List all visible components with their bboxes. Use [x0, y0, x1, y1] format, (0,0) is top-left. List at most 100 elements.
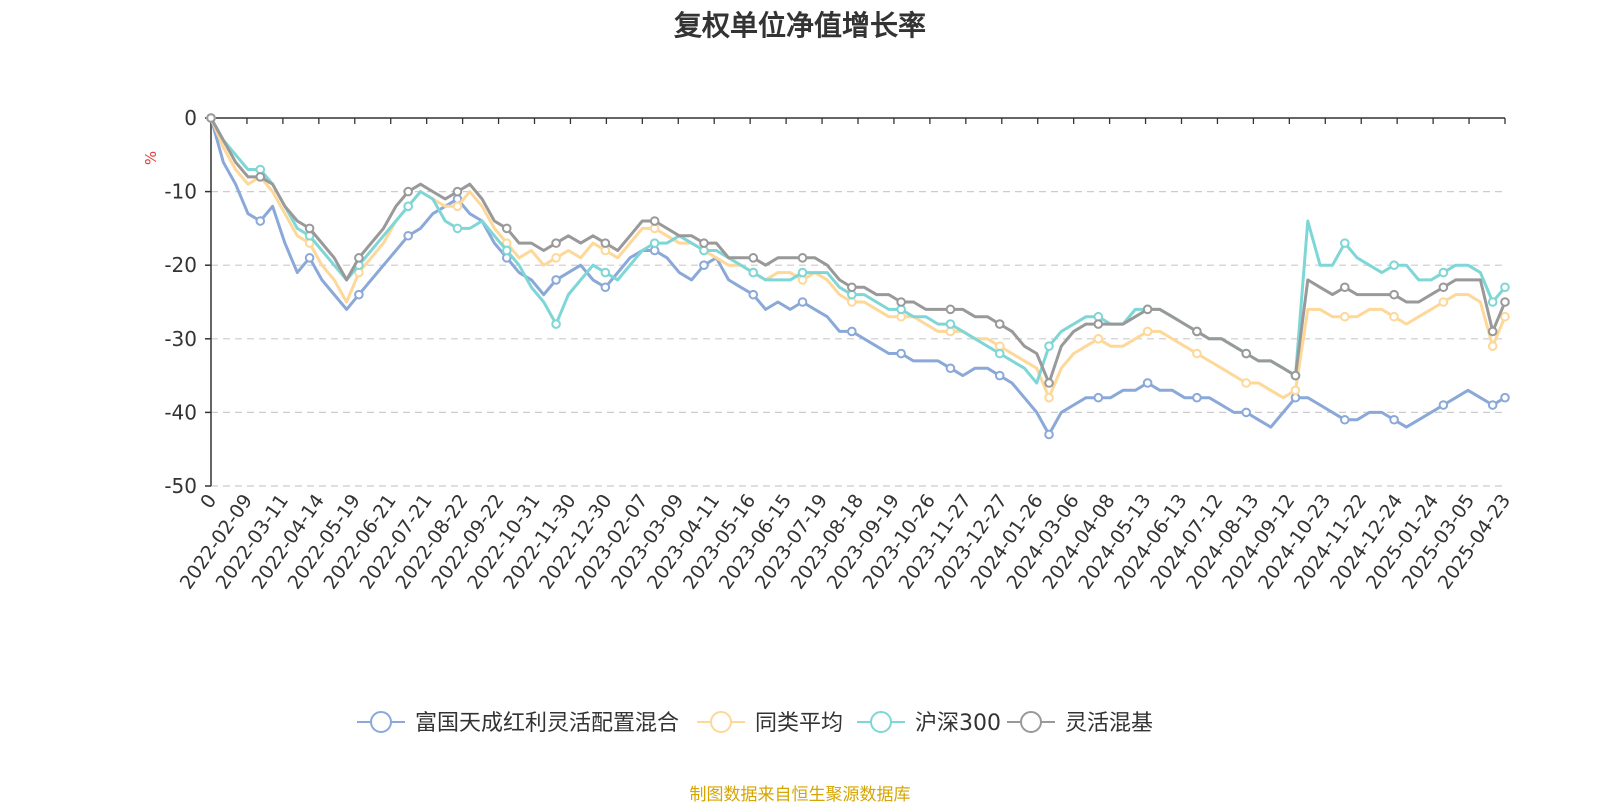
series-point-1 [1339, 311, 1350, 322]
series-point-3 [452, 186, 463, 197]
series-point-2 [1339, 238, 1350, 248]
series-point-0 [797, 297, 808, 307]
series-point-3 [1487, 326, 1498, 337]
series-point-0 [255, 216, 266, 226]
series-point-3 [1500, 297, 1510, 307]
series-point-3 [1192, 326, 1202, 337]
series-line-3 [209, 117, 1507, 385]
y-tick-label: -30 [164, 327, 197, 351]
series-point-1 [1500, 311, 1510, 322]
series-point-3 [1093, 319, 1104, 329]
series-point-2 [600, 267, 611, 278]
series-point-3 [1142, 304, 1153, 315]
series-point-0 [1339, 414, 1350, 425]
series-point-2 [501, 245, 512, 256]
series-point-2 [1500, 282, 1510, 293]
series-point-1 [1487, 341, 1498, 351]
series-point-0 [1500, 392, 1510, 403]
legend-label-3[interactable]: 灵活混基 [1065, 711, 1153, 736]
y-axis-unit: % [142, 151, 160, 165]
series-point-3 [896, 297, 906, 307]
series-point-0 [699, 260, 709, 271]
legend-marker-2[interactable] [870, 711, 892, 733]
series-point-2 [994, 348, 1005, 359]
series-point-0 [748, 289, 759, 300]
legend-label-0[interactable]: 富国天成红利灵活配置混合 [415, 711, 679, 736]
series-point-3 [551, 238, 561, 248]
series-point-0 [945, 363, 956, 374]
series-point-2 [797, 267, 808, 278]
series-point-3 [1438, 282, 1449, 293]
series-point-3 [1339, 282, 1350, 293]
series-line-2 [209, 117, 1507, 385]
series-point-2 [1438, 267, 1449, 278]
series-point-3 [649, 216, 660, 226]
series-point-1 [452, 201, 463, 212]
legend-marker-3[interactable] [1020, 711, 1042, 733]
series-point-2 [403, 201, 413, 212]
series-point-1 [1192, 348, 1202, 359]
series-point-0 [847, 326, 857, 337]
series-point-2 [1389, 260, 1399, 271]
source-note: 制图数据来自恒生聚源数据库 [689, 785, 911, 805]
series-point-2 [945, 319, 956, 329]
series-point-0 [354, 289, 364, 300]
line-chart: 0-10-20-30-40-50%02022-02-092022-03-1120… [142, 106, 1515, 736]
series-point-0 [1389, 414, 1399, 425]
series-point-2 [452, 223, 463, 234]
series-point-3 [1389, 289, 1399, 300]
series-point-1 [1241, 378, 1251, 388]
series-point-0 [551, 275, 561, 285]
legend-marker-0[interactable] [370, 711, 392, 733]
series-point-1 [1438, 297, 1449, 307]
series-point-0 [600, 282, 611, 293]
y-tick-label: -20 [164, 253, 197, 277]
series-point-3 [206, 113, 216, 123]
series-point-0 [896, 348, 906, 359]
series-point-3 [304, 223, 315, 234]
series-point-3 [699, 238, 709, 248]
series-point-0 [994, 370, 1005, 381]
series-point-0 [304, 253, 315, 263]
chart-title: 复权单位净值增长率 [673, 9, 926, 42]
series-point-3 [945, 304, 956, 315]
series-point-3 [748, 253, 759, 263]
series-point-3 [797, 253, 808, 263]
series-point-3 [994, 319, 1005, 329]
series-point-3 [847, 282, 857, 293]
series-point-3 [1290, 370, 1301, 381]
series-point-2 [649, 238, 660, 248]
series-point-3 [1241, 348, 1251, 359]
series-point-2 [748, 267, 759, 278]
series-point-0 [1438, 400, 1449, 410]
y-tick-label: -10 [164, 180, 197, 204]
series-point-1 [1142, 326, 1153, 337]
legend-label-2[interactable]: 沪深300 [915, 711, 1001, 736]
legend-label-1[interactable]: 同类平均 [755, 711, 843, 736]
series-point-0 [1093, 392, 1104, 403]
legend-marker-1[interactable] [710, 711, 732, 733]
series-point-1 [551, 253, 561, 263]
series-point-2 [551, 319, 561, 329]
series-point-0 [1487, 400, 1498, 410]
series-point-3 [255, 172, 266, 182]
series-point-1 [1044, 392, 1054, 403]
series-point-1 [1093, 334, 1104, 344]
series-point-0 [1241, 407, 1251, 418]
series-point-1 [1389, 311, 1399, 322]
y-tick-label: 0 [184, 106, 197, 130]
series-point-0 [1192, 392, 1202, 403]
series-point-0 [1142, 378, 1153, 388]
y-tick-label: -50 [164, 474, 197, 498]
y-tick-label: -40 [164, 400, 197, 424]
series-line-1 [209, 117, 1507, 400]
series-point-3 [600, 238, 611, 248]
series-point-0 [403, 230, 413, 241]
series-point-2 [1487, 297, 1498, 307]
series-point-3 [403, 186, 413, 197]
series-point-0 [1044, 429, 1054, 440]
series-point-1 [1290, 385, 1301, 396]
series-point-3 [354, 253, 364, 263]
series-point-2 [1044, 341, 1054, 351]
x-tick-label: 0 [196, 490, 221, 513]
